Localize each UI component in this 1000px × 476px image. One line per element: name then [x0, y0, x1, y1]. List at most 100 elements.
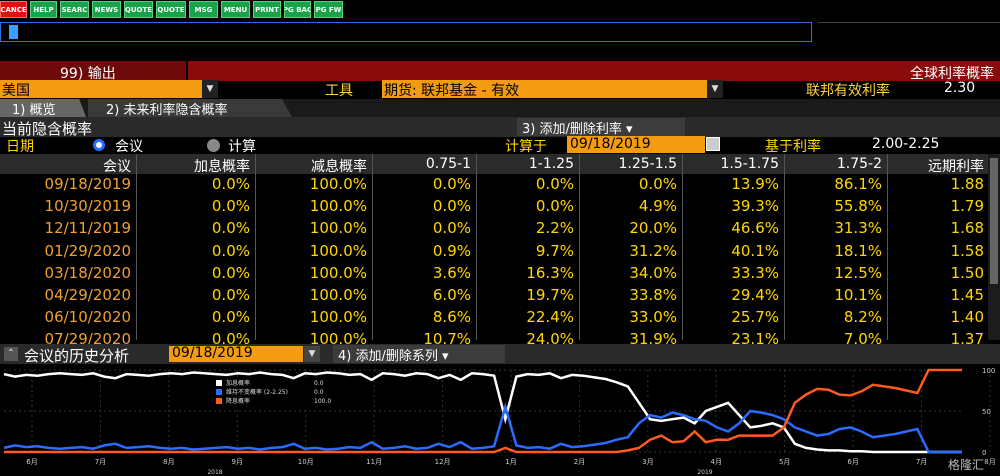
table-cell: 46.6%: [731, 219, 779, 238]
column-divider: [887, 154, 888, 340]
toolbar-button-help[interactable]: HELP: [30, 1, 57, 18]
calendar-icon[interactable]: [706, 137, 720, 151]
country-select[interactable]: 美国 ▼: [0, 80, 218, 99]
column-header-cut-prob[interactable]: 减息概率: [311, 159, 367, 175]
table-scrollbar[interactable]: [988, 154, 1000, 340]
column-header-r125-15[interactable]: 1.25-1.5: [618, 156, 678, 172]
x-tick-label: 6月: [26, 458, 37, 466]
output-menu-bar[interactable]: 99) 输出: [0, 61, 186, 82]
table-cell: 0.0%: [211, 197, 250, 216]
toolbar-button-cance[interactable]: CANCE: [0, 1, 27, 18]
table-cell: 100.0%: [309, 241, 367, 260]
meeting-radio-label: 会议: [115, 139, 143, 155]
table-cell: 0.0%: [535, 175, 574, 193]
history-chart[interactable]: 100 50 0 6月 7月 8月 9月 10月 11月 12月 1月 2月 3月 4月 5月 6月 7月 8月 2…: [0, 364, 1000, 476]
year-label: 2018: [207, 469, 222, 476]
table-cell: 3.6%: [432, 263, 471, 282]
column-header-r15-175[interactable]: 1.5-1.75: [720, 156, 780, 172]
meeting-date-cell[interactable]: 07/29/2020: [44, 330, 131, 349]
table-cell: 25.7%: [731, 308, 779, 327]
table-cell: 55.8%: [834, 197, 882, 216]
table-cell: 100.0%: [309, 330, 367, 349]
toolbar-button-menu[interactable]: MENU: [221, 1, 250, 18]
table-cell: 24.0%: [526, 330, 574, 349]
y-tick-label: 0: [982, 449, 986, 457]
tab-implied-probability-label: 2) 未来利率隐含概率: [106, 103, 228, 118]
command-input[interactable]: [0, 22, 812, 42]
x-tick-label: 8月: [984, 458, 995, 466]
chevron-down-icon[interactable]: ▼: [304, 346, 320, 362]
date-label: 日期: [6, 139, 34, 155]
meeting-date-cell[interactable]: 09/18/2019: [44, 175, 131, 193]
collapse-icon[interactable]: ⌃: [4, 347, 18, 361]
calc-radio[interactable]: [207, 139, 220, 152]
table-cell: 7.0%: [843, 330, 882, 349]
column-header-r1-125[interactable]: 1-1.25: [528, 156, 574, 172]
toolbar-button-news[interactable]: NEWS: [92, 1, 121, 18]
calc-on-label: 计算于: [505, 139, 547, 155]
meeting-date-cell[interactable]: 06/10/2020: [44, 308, 131, 327]
effective-rate-value: 2.30: [944, 80, 976, 96]
table-cell: 8.6%: [432, 308, 471, 327]
x-tick-label: 7月: [916, 458, 927, 466]
column-header-hike-prob[interactable]: 加息概率: [194, 159, 250, 175]
instrument-select[interactable]: 期货: 联邦基金 - 有效 ▼: [382, 80, 723, 99]
table-cell: 4.9%: [638, 197, 677, 216]
column-divider: [476, 154, 477, 340]
x-tick-label: 4月: [711, 458, 722, 466]
legend-label: 降息概率: [226, 397, 250, 405]
table-cell: 31.3%: [834, 219, 882, 238]
table-cell: 1.79: [950, 197, 984, 216]
table-cell: 10.1%: [834, 286, 882, 304]
calc-date-value: 09/18/2019: [570, 136, 651, 152]
table-cell: 23.1%: [731, 330, 779, 349]
history-title: 会议的历史分析: [24, 347, 130, 365]
toolbar-button-quote[interactable]: QUOTE: [124, 1, 153, 18]
meeting-date-cell[interactable]: 03/18/2020: [44, 263, 131, 282]
meeting-date-cell[interactable]: 04/29/2020: [44, 286, 131, 304]
tab-implied-probability[interactable]: 2) 未来利率隐含概率: [88, 99, 292, 117]
toolbar-button-pg-bac[interactable]: PG BAC: [284, 1, 311, 18]
toolbar-button-pg-fw[interactable]: PG FW: [314, 1, 343, 18]
table-scrollbar-thumb[interactable]: [990, 158, 998, 284]
title-bar: 全球利率概率: [188, 61, 1000, 82]
meeting-date-cell[interactable]: 12/11/2019: [44, 219, 131, 238]
table-cell: 16.3%: [526, 263, 574, 282]
x-tick-label: 12月: [435, 458, 451, 466]
table-cell: 18.1%: [834, 241, 882, 260]
tab-overview[interactable]: 1) 概览: [0, 99, 86, 117]
table-cell: 29.4%: [731, 286, 779, 304]
table-cell: 1.58: [950, 241, 984, 260]
toolbar-button-msg[interactable]: MSG: [189, 1, 218, 18]
table-cell: 0.0%: [211, 263, 250, 282]
table-cell: 20.0%: [629, 219, 677, 238]
add-remove-rate-button[interactable]: 3) 添加/删除利率 ▾: [517, 118, 685, 137]
table-cell: 0.0%: [211, 241, 250, 260]
column-header-meeting[interactable]: 会议: [103, 159, 131, 175]
history-date-input[interactable]: 09/18/2019: [169, 345, 303, 362]
column-divider: [784, 154, 785, 340]
column-divider: [255, 154, 256, 340]
add-remove-series-button[interactable]: 4) 添加/删除系列 ▾: [333, 345, 505, 364]
table-cell: 0.9%: [432, 241, 471, 260]
meeting-date-cell[interactable]: 10/30/2019: [44, 197, 131, 216]
meeting-radio[interactable]: [93, 139, 105, 151]
column-header-forward-rate[interactable]: 远期利率: [928, 159, 984, 175]
table-cell: 100.0%: [309, 197, 367, 216]
column-header-r175-2[interactable]: 1.75-2: [836, 156, 882, 172]
table-cell: 100.0%: [309, 263, 367, 282]
legend-value: 100.0: [314, 398, 331, 405]
table-cell: 1.37: [950, 330, 984, 349]
table-cell: 22.4%: [526, 308, 574, 327]
table-cell: 100.0%: [309, 175, 367, 193]
toolbar-button-print[interactable]: PRINT: [253, 1, 281, 18]
meeting-date-cell[interactable]: 01/29/2020: [44, 241, 131, 260]
column-header-r075-1[interactable]: 0.75-1: [425, 156, 471, 172]
toolbar-button-quote[interactable]: QUOTE: [156, 1, 186, 18]
toolbar-button-searc[interactable]: SEARC: [60, 1, 89, 18]
x-tick-label: 3月: [642, 458, 653, 466]
calc-date-input[interactable]: 09/18/2019: [567, 136, 705, 153]
table-header-row: [0, 154, 1000, 174]
table-cell: 10.7%: [423, 330, 471, 349]
x-tick-label: 10月: [298, 458, 314, 466]
